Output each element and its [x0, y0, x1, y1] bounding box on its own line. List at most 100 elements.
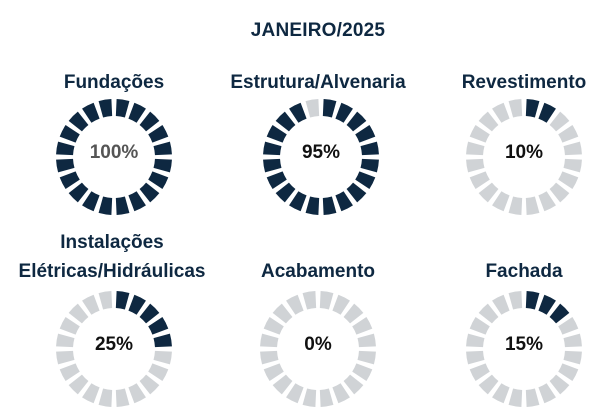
- ring-segment-filled: [335, 102, 353, 123]
- ring-segment-filled: [525, 291, 540, 310]
- donut-acabamento: 0%: [258, 289, 378, 409]
- ring-segment-empty: [153, 350, 172, 365]
- ring-segment-empty: [98, 291, 113, 310]
- ring-segment-filled: [98, 99, 113, 118]
- ring-segment-filled: [305, 196, 320, 215]
- ring-segment-empty: [332, 294, 350, 315]
- ring-segment-filled: [275, 182, 296, 203]
- chart-title-acabamento: Acabamento: [260, 261, 376, 282]
- ring-segment-empty: [82, 383, 100, 404]
- donut-fachada: 15%: [464, 289, 584, 409]
- ring-segment-empty: [263, 363, 284, 381]
- ring-segment-empty: [319, 291, 334, 310]
- ring-segment-filled: [148, 171, 169, 189]
- ring-segment-empty: [563, 333, 582, 348]
- ring-segment-empty: [478, 374, 499, 395]
- ring-segment-empty: [59, 363, 80, 381]
- ring-segment-empty: [469, 363, 490, 381]
- ring-segment-filled: [289, 191, 307, 212]
- ring-segment-filled: [335, 191, 353, 212]
- donut-estrutura: 95%: [261, 97, 381, 217]
- ring-segment-empty: [115, 388, 130, 407]
- ring-segment-empty: [538, 383, 556, 404]
- ring-segment-filled: [346, 111, 367, 132]
- ring-segment-filled: [153, 158, 172, 173]
- ring-segment-filled: [115, 99, 130, 118]
- ring-segment-empty: [343, 303, 364, 324]
- ring-segment-empty: [558, 363, 579, 381]
- ring-segment-empty: [332, 383, 350, 404]
- ring-segment-filled: [56, 158, 75, 173]
- ring-segment-empty: [319, 388, 334, 407]
- ring-segment-filled: [148, 125, 169, 143]
- progress-ring: [466, 291, 582, 407]
- donut-fundacoes: 100%: [54, 97, 174, 217]
- ring-segment-empty: [286, 383, 304, 404]
- ring-segment-empty: [492, 102, 510, 123]
- ring-segment-filled: [82, 102, 100, 123]
- progress-ring: [263, 99, 379, 215]
- ring-segment-empty: [558, 125, 579, 143]
- progress-label: 95%: [301, 142, 341, 163]
- ring-segment-empty: [82, 294, 100, 315]
- ring-segment-empty: [525, 388, 540, 407]
- ring-segment-empty: [68, 303, 89, 324]
- ring-segment-empty: [352, 317, 373, 335]
- ring-segment-empty: [466, 141, 485, 156]
- ring-segment-empty: [478, 111, 499, 132]
- ring-segment-empty: [563, 158, 582, 173]
- chart-title-revestimento: Revestimento: [461, 72, 587, 93]
- progress-ring: [56, 291, 172, 407]
- ring-segment-filled: [266, 171, 287, 189]
- ring-segment-filled: [98, 196, 113, 215]
- ring-segment-empty: [558, 171, 579, 189]
- ring-segment-filled: [128, 294, 146, 315]
- ring-segment-empty: [148, 363, 169, 381]
- ring-segment-empty: [466, 350, 485, 365]
- progress-label: 0%: [304, 334, 332, 355]
- ring-segment-filled: [59, 171, 80, 189]
- ring-segment-empty: [508, 291, 523, 310]
- ring-segment-empty: [508, 99, 523, 118]
- ring-segment-filled: [322, 99, 337, 118]
- ring-segment-empty: [549, 111, 570, 132]
- ring-segment-empty: [302, 291, 317, 310]
- ring-segment-filled: [139, 111, 160, 132]
- ring-segment-filled: [59, 125, 80, 143]
- ring-segment-empty: [260, 350, 279, 365]
- ring-segment-empty: [549, 374, 570, 395]
- ring-segment-empty: [508, 388, 523, 407]
- ring-segment-filled: [139, 182, 160, 203]
- ring-segment-filled: [360, 141, 379, 156]
- ring-segment-filled: [275, 111, 296, 132]
- chart-title-fundacoes: Fundações: [63, 72, 165, 93]
- ring-segment-empty: [272, 374, 293, 395]
- chart-title-fachada: Fachada: [485, 261, 563, 282]
- ring-segment-filled: [68, 182, 89, 203]
- progress-label: 15%: [504, 334, 544, 355]
- ring-segment-empty: [563, 350, 582, 365]
- ring-segment-filled: [346, 182, 367, 203]
- ring-segment-empty: [563, 141, 582, 156]
- ring-segment-filled: [263, 141, 282, 156]
- ring-segment-filled: [56, 141, 75, 156]
- ring-segment-filled: [538, 102, 556, 123]
- progress-ring: [56, 99, 172, 215]
- ring-segment-empty: [286, 294, 304, 315]
- ring-segment-empty: [56, 350, 75, 365]
- ring-segment-empty: [492, 383, 510, 404]
- ring-segment-filled: [263, 158, 282, 173]
- ring-segment-filled: [115, 291, 130, 310]
- ring-segment-empty: [352, 363, 373, 381]
- ring-segment-empty: [68, 374, 89, 395]
- ring-segment-filled: [360, 158, 379, 173]
- ring-segment-empty: [469, 125, 490, 143]
- chart-title-estrutura: Estrutura/Alvenaria: [230, 72, 406, 93]
- ring-segment-empty: [492, 294, 510, 315]
- ring-segment-empty: [469, 171, 490, 189]
- ring-segment-filled: [128, 191, 146, 212]
- ring-segment-filled: [355, 171, 376, 189]
- page-title: JANEIRO/2025: [250, 20, 386, 41]
- ring-segment-empty: [272, 303, 293, 324]
- donut-revestimento: 10%: [464, 97, 584, 217]
